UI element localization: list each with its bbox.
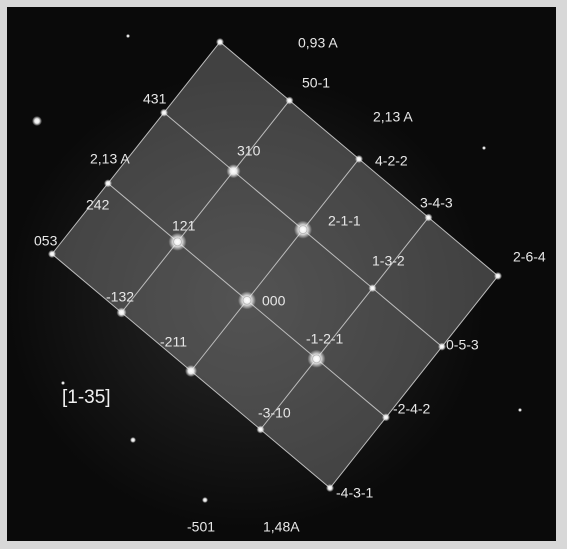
faint-spot [61,381,65,385]
spot-label: 50-1 [302,75,330,91]
spot-label: -501 [187,519,215,535]
spot-label: -4-3-1 [336,485,374,501]
spot-label: 310 [237,143,261,159]
spot-label: 000 [262,293,286,309]
spot-label: -211 [160,334,187,350]
spot [160,108,168,117]
spot-label: -132 [106,289,134,305]
faint-spot [126,34,130,38]
spot-label: -2-4-2 [393,401,431,417]
spot [116,307,127,318]
faint-spot [32,116,42,126]
labels: 0,93 A 50-1 431 2,13 A 310 2,13 A 4-2-2 242 3-4-… [34,35,546,535]
spot [355,154,363,163]
lattice-line [190,158,360,372]
zone-axis-label: [1-35] [62,387,111,408]
spot-label: 3-4-3 [420,195,453,211]
spot [48,250,56,258]
spot-label: 2,13 A [373,109,413,125]
spot [438,342,446,351]
spot-label: 242 [86,197,110,213]
spot-label: 2-6-4 [513,249,546,265]
spot-label: 053 [34,233,58,249]
spot [424,213,433,222]
spot-ring [173,237,182,247]
spot [326,484,334,492]
spot-label: 1,48A [263,519,300,535]
spot-ring [312,354,321,364]
faint-spot [482,146,486,150]
diffraction-spots [32,34,522,503]
spot [256,425,265,434]
lattice-line [121,100,290,313]
spot [307,349,326,368]
spot-label: -1-2-1 [306,331,344,347]
spot-label: 121 [172,218,196,234]
spot-ring [242,295,252,305]
spot-label: 0-5-3 [446,337,479,353]
spot-ring [298,225,308,235]
spot-label: 1-3-2 [372,253,405,269]
lattice-line [260,217,429,430]
spot [368,284,377,293]
spot [238,291,256,310]
faint-spot [130,437,136,443]
spot-label: 2,13 A [90,151,130,167]
faint-spot [518,408,522,412]
spot [226,164,241,179]
faint-spot [202,497,208,503]
spot [168,232,187,251]
spot [216,37,224,46]
spot [494,271,502,280]
spot-label: -3-10 [258,405,291,421]
spot [285,96,294,105]
spot [294,220,312,239]
spot [185,365,197,377]
spot-label: 431 [143,91,167,107]
spot-label: 0,93 A [298,35,338,51]
spot [104,179,112,188]
spot-label: 4-2-2 [375,153,408,169]
spot [382,413,390,422]
spot-label: 2-1-1 [328,213,361,229]
